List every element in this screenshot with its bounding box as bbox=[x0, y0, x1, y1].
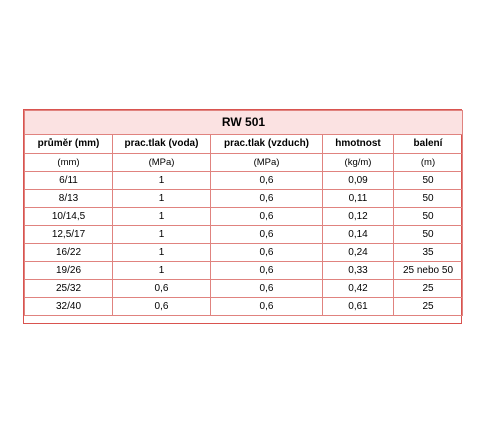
cell-weight: 0,24 bbox=[322, 243, 394, 262]
cell-packaging: 50 bbox=[393, 207, 463, 226]
cell-pressure-air: 0,6 bbox=[210, 261, 323, 280]
header-packaging: balení bbox=[393, 134, 463, 154]
cell-weight: 0,33 bbox=[322, 261, 394, 280]
cell-weight: 0,12 bbox=[322, 207, 394, 226]
cell-pressure-water: 1 bbox=[112, 261, 211, 280]
cell-pressure-air: 0,6 bbox=[210, 171, 323, 190]
cell-pressure-water: 0,6 bbox=[112, 279, 211, 298]
cell-weight: 0,42 bbox=[322, 279, 394, 298]
units-row: (mm) (MPa) (MPa) (kg/m) (m) bbox=[24, 153, 463, 172]
table-row: 10/14,5 1 0,6 0,12 50 bbox=[24, 207, 463, 226]
unit-diameter: (mm) bbox=[24, 153, 113, 172]
cell-diameter: 10/14,5 bbox=[24, 207, 113, 226]
header-diameter: průměr (mm) bbox=[24, 134, 113, 154]
cell-diameter: 12,5/17 bbox=[24, 225, 113, 244]
header-weight: hmotnost bbox=[322, 134, 394, 154]
cell-weight: 0,61 bbox=[322, 297, 394, 316]
cell-packaging: 25 bbox=[393, 279, 463, 298]
table-row: 12,5/17 1 0,6 0,14 50 bbox=[24, 225, 463, 244]
header-pressure-air: prac.tlak (vzduch) bbox=[210, 134, 323, 154]
cell-weight: 0,14 bbox=[322, 225, 394, 244]
unit-packaging: (m) bbox=[393, 153, 463, 172]
table-row: 32/40 0,6 0,6 0,61 25 bbox=[24, 297, 463, 316]
cell-pressure-water: 1 bbox=[112, 225, 211, 244]
spec-table: RW 501 průměr (mm) prac.tlak (voda) prac… bbox=[24, 110, 463, 316]
cell-diameter: 25/32 bbox=[24, 279, 113, 298]
unit-pressure-water: (MPa) bbox=[112, 153, 211, 172]
cell-pressure-air: 0,6 bbox=[210, 207, 323, 226]
cell-diameter: 32/40 bbox=[24, 297, 113, 316]
cell-diameter: 8/13 bbox=[24, 189, 113, 208]
cell-pressure-water: 1 bbox=[112, 189, 211, 208]
cell-diameter: 19/26 bbox=[24, 261, 113, 280]
table-row: 8/13 1 0,6 0,11 50 bbox=[24, 189, 463, 208]
cell-diameter: 16/22 bbox=[24, 243, 113, 262]
header-pressure-water: prac.tlak (voda) bbox=[112, 134, 211, 154]
cell-packaging: 25 nebo 50 bbox=[393, 261, 463, 280]
table-row: 6/11 1 0,6 0,09 50 bbox=[24, 171, 463, 190]
table-title: RW 501 bbox=[24, 110, 463, 135]
cell-packaging: 35 bbox=[393, 243, 463, 262]
unit-pressure-air: (MPa) bbox=[210, 153, 323, 172]
table-row: 25/32 0,6 0,6 0,42 25 bbox=[24, 279, 463, 298]
unit-weight: (kg/m) bbox=[322, 153, 394, 172]
table-row: 16/22 1 0,6 0,24 35 bbox=[24, 243, 463, 262]
cell-pressure-water: 1 bbox=[112, 207, 211, 226]
cell-packaging: 25 bbox=[393, 297, 463, 316]
cell-pressure-water: 0,6 bbox=[112, 297, 211, 316]
cell-packaging: 50 bbox=[393, 225, 463, 244]
cell-pressure-air: 0,6 bbox=[210, 225, 323, 244]
cell-pressure-air: 0,6 bbox=[210, 189, 323, 208]
cell-diameter: 6/11 bbox=[24, 171, 113, 190]
cell-packaging: 50 bbox=[393, 189, 463, 208]
cell-weight: 0,11 bbox=[322, 189, 394, 208]
table-body: 6/11 1 0,6 0,09 50 8/13 1 0,6 0,11 50 10/14,5 1 0,6 0… bbox=[24, 171, 463, 316]
table-row: 19/26 1 0,6 0,33 25 nebo 50 bbox=[24, 261, 463, 280]
table-title-row: RW 501 bbox=[24, 110, 463, 135]
cell-weight: 0,09 bbox=[322, 171, 394, 190]
cell-packaging: 50 bbox=[393, 171, 463, 190]
cell-pressure-air: 0,6 bbox=[210, 243, 323, 262]
cell-pressure-water: 1 bbox=[112, 243, 211, 262]
cell-pressure-water: 1 bbox=[112, 171, 211, 190]
cell-pressure-air: 0,6 bbox=[210, 297, 323, 316]
cell-pressure-air: 0,6 bbox=[210, 279, 323, 298]
header-row: průměr (mm) prac.tlak (voda) prac.tlak (… bbox=[24, 134, 463, 154]
